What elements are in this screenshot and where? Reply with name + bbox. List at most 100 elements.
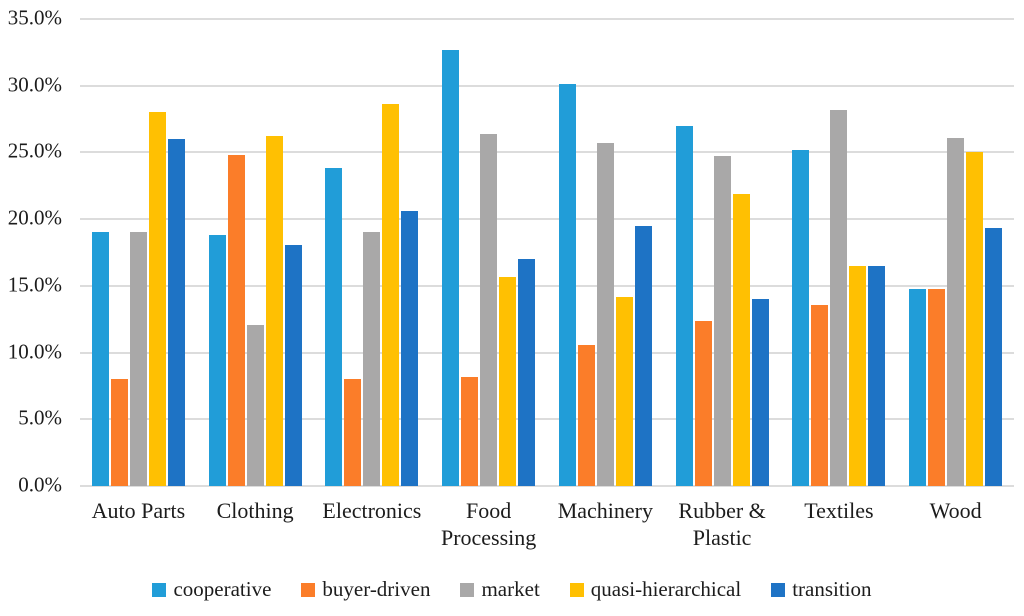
plot-area: [80, 18, 1014, 487]
category-label: Wood: [929, 498, 982, 523]
bar-buyer-driven: [227, 155, 245, 486]
x-label-cell: Auto Parts: [80, 497, 197, 551]
bar-group-auto-parts: [80, 19, 197, 486]
bar-transition: [284, 244, 302, 486]
gridline: [80, 84, 1014, 87]
bar-cooperative: [442, 49, 460, 486]
bar-cooperative: [909, 288, 927, 486]
category-label: Rubber & Plastic: [678, 498, 766, 550]
bar-group-food-processing: [430, 19, 547, 486]
x-label-cell: Machinery: [547, 497, 664, 551]
bar-cooperative: [792, 149, 810, 486]
bar-quasi-hierarchical: [615, 296, 633, 486]
legend-item-market: market: [460, 577, 540, 602]
x-label-cell: Electronics: [314, 497, 431, 551]
gridline: [80, 418, 1014, 421]
x-label-cell: Textiles: [781, 497, 898, 551]
legend-item-buyer-driven: buyer-driven: [301, 577, 430, 602]
x-label-cell: Rubber & Plastic: [664, 497, 781, 551]
bar-market: [947, 137, 965, 486]
bar-market: [129, 232, 147, 486]
bar-cooperative: [558, 84, 576, 486]
bar-group-machinery: [547, 19, 664, 486]
bar-buyer-driven: [928, 288, 946, 486]
gridline: [80, 284, 1014, 287]
legend-label: cooperative: [173, 577, 272, 601]
bar-buyer-driven: [344, 379, 362, 486]
gridline: [80, 218, 1014, 221]
category-label: Food Processing: [440, 498, 537, 550]
bar-market: [830, 109, 848, 486]
legend-item-cooperative: cooperative: [152, 577, 271, 602]
bar-group-textiles: [781, 19, 898, 486]
bar-groups: [80, 19, 1014, 486]
y-tick-label: 15.0%: [7, 272, 62, 297]
legend-swatch-icon: [460, 582, 475, 597]
legend-item-quasi-hierarchical: quasi-hierarchical: [569, 577, 742, 602]
y-tick-label: 0.0%: [18, 472, 62, 497]
y-tick-label: 30.0%: [7, 72, 62, 97]
y-tick-label: 20.0%: [7, 205, 62, 230]
legend-item-transition: transition: [771, 577, 872, 602]
legend: cooperative buyer-driven market quasi-hiera…: [0, 577, 1024, 602]
gridline: [80, 18, 1014, 20]
gridline: [80, 485, 1014, 487]
gridline: [80, 151, 1014, 154]
bar-buyer-driven: [811, 304, 829, 486]
y-tick-label: 25.0%: [7, 138, 62, 163]
bar-cooperative: [675, 125, 693, 486]
bar-transition: [751, 299, 769, 486]
bar-market: [246, 324, 264, 486]
bar-market: [713, 156, 731, 486]
bar-market: [480, 133, 498, 486]
x-label-cell: Clothing: [197, 497, 314, 551]
y-tick-label: 10.0%: [7, 339, 62, 364]
bar-transition: [868, 265, 886, 486]
x-label-cell: Food Processing: [430, 497, 547, 551]
bar-cooperative: [91, 232, 109, 486]
bar-transition: [518, 259, 536, 486]
bar-market: [596, 143, 614, 486]
legend-swatch-icon: [152, 582, 167, 597]
bar-buyer-driven: [110, 379, 128, 486]
legend-label: quasi-hierarchical: [590, 577, 742, 601]
legend-swatch-icon: [569, 582, 584, 597]
x-label-cell: Wood: [897, 497, 1014, 551]
y-tick-label: 35.0%: [7, 5, 62, 30]
legend-label: transition: [792, 577, 872, 601]
bar-buyer-driven: [461, 376, 479, 486]
bar-quasi-hierarchical: [499, 276, 517, 486]
category-label: Machinery: [557, 498, 654, 523]
bar-quasi-hierarchical: [849, 265, 867, 486]
bar-quasi-hierarchical: [265, 136, 283, 486]
bar-transition: [167, 139, 185, 486]
bar-group-wood: [897, 19, 1014, 486]
bar-transition: [985, 228, 1003, 486]
legend-swatch-icon: [771, 582, 786, 597]
bar-market: [363, 232, 381, 486]
category-label: Auto Parts: [91, 498, 186, 523]
category-label: Clothing: [216, 498, 294, 523]
category-label: Textiles: [804, 498, 874, 523]
bar-quasi-hierarchical: [732, 193, 750, 486]
category-label: Electronics: [322, 498, 422, 523]
legend-swatch-icon: [301, 582, 316, 597]
bar-quasi-hierarchical: [382, 104, 400, 486]
legend-label: buyer-driven: [322, 577, 431, 601]
bar-group-clothing: [197, 19, 314, 486]
gridline: [80, 351, 1014, 354]
y-tick-label: 5.0%: [18, 405, 62, 430]
bar-group-electronics: [314, 19, 431, 486]
bar-quasi-hierarchical: [966, 152, 984, 486]
bar-quasi-hierarchical: [148, 112, 166, 486]
x-axis: Auto Parts Clothing Electronics Food Proces…: [80, 497, 1014, 551]
legend-label: market: [481, 577, 540, 601]
bar-cooperative: [325, 168, 343, 486]
bar-buyer-driven: [694, 320, 712, 486]
bar-transition: [634, 225, 652, 486]
bar-cooperative: [208, 235, 226, 486]
bar-group-rubber-plastic: [664, 19, 781, 486]
y-axis: 35.0% 30.0% 25.0% 20.0% 15.0% 10.0% 5.0% 0.0%: [0, 6, 70, 497]
bar-transition: [401, 211, 419, 486]
